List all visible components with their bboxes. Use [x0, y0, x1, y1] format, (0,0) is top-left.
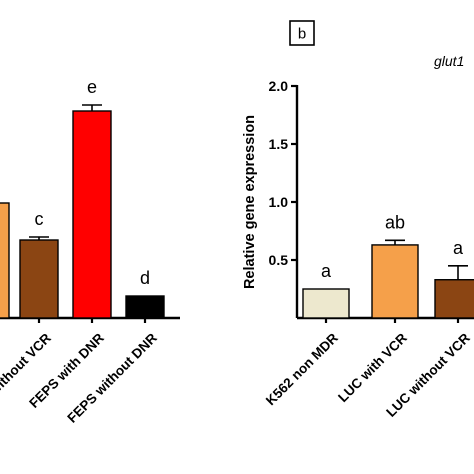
- panel-a-significance-letter: e: [87, 77, 97, 97]
- panel-b-significance-letter: a: [453, 238, 464, 258]
- panel-a-bar: [72, 110, 112, 319]
- panel-b-significance-letter: a: [321, 261, 332, 281]
- gene-name-label: glut1: [434, 53, 464, 69]
- panel-b-y-tick-label: 0.5: [269, 252, 289, 268]
- panel-b-y-tick-label: 2.0: [269, 78, 289, 94]
- panel-a-bar: [0, 202, 10, 319]
- panel-a-category-label: FEPS without DNR: [64, 330, 160, 426]
- panel-b-y-tick-label: 1.0: [269, 194, 289, 210]
- panel-a-significance-letter: d: [140, 268, 150, 288]
- panel-a-significance-letter: c: [35, 209, 44, 229]
- panel-b-bar: [371, 244, 419, 319]
- panel-a-bar: [125, 295, 165, 319]
- panel-b-label-box: [289, 20, 315, 46]
- panel-a-bar: [19, 239, 59, 319]
- panel-b-significance-letter: ab: [385, 212, 405, 232]
- panel-b-label: b: [298, 26, 306, 43]
- panel-b-y-axis-label: Relative gene expression: [242, 115, 258, 289]
- panel-b-category-label: K562 non MDR: [263, 330, 341, 408]
- panel-b-y-tick-label: 1.5: [269, 136, 289, 152]
- panel-b-bar: [434, 279, 474, 319]
- panel-b-bar: [302, 288, 350, 319]
